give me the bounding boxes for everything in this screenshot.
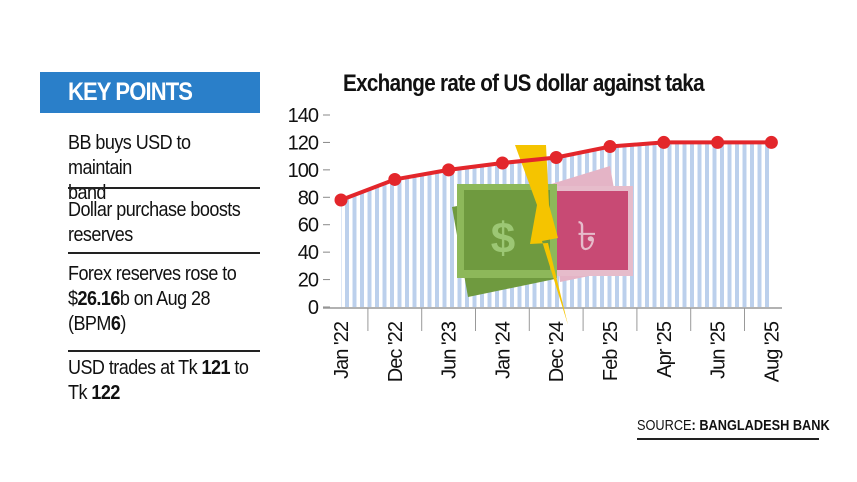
key-points-header: KEY POINTS [40, 72, 260, 113]
key-point-text: Forex reserves rose to [68, 263, 237, 285]
rate-low: 121 [201, 357, 231, 379]
x-tick-label: Jun '23 [439, 321, 461, 379]
key-point-2: Dollar purchase boosts reserves [68, 198, 253, 248]
text: b on Aug 28 [119, 288, 211, 310]
currency-illustration: ৳ $ [452, 145, 633, 325]
x-tick-label: Jan '22 [331, 321, 353, 379]
x-tick-label: Dec '22 [385, 321, 407, 382]
data-point [603, 140, 617, 154]
y-tick-label: 20 [298, 270, 319, 292]
data-point [334, 193, 348, 207]
text: 6 [110, 313, 121, 335]
divider [68, 252, 260, 254]
data-point [495, 156, 509, 170]
key-point-text: reserves [68, 224, 133, 246]
source-value: : BANGLADESH BANK [691, 417, 830, 434]
x-tick-label: Dec '24 [546, 321, 568, 382]
key-point-text: Dollar purchase boosts [68, 199, 241, 221]
chart-title: Exchange rate of US dollar against taka [343, 70, 705, 97]
x-tick-label: Aug '25 [761, 321, 783, 382]
source-label: SOURCE [637, 417, 692, 434]
text: Tk [68, 382, 92, 404]
data-point [388, 172, 402, 186]
text: $ [68, 288, 78, 310]
text: ) [120, 313, 126, 335]
y-tick-label: 60 [298, 215, 319, 237]
key-points-heading: KEY POINTS [68, 78, 193, 106]
taka-note-icon: ৳ [547, 166, 633, 282]
reserve-amount: 26.16 [77, 288, 120, 310]
data-point [442, 163, 456, 177]
y-tick-label: 120 [288, 132, 319, 154]
text: USD trades at Tk [68, 357, 202, 379]
rate-high: 122 [91, 382, 120, 404]
key-point-text: BB buys USD to maintain [68, 132, 191, 179]
x-tick-label: Apr '25 [654, 321, 676, 378]
data-point [549, 151, 563, 165]
y-tick-label: 140 [288, 105, 319, 127]
x-tick-label: Jan '24 [492, 321, 514, 379]
y-tick-label: 40 [298, 242, 319, 264]
x-tick-label: Feb '25 [600, 321, 622, 381]
key-point-3: Forex reserves rose to $26.16b on Aug 28… [68, 262, 253, 337]
svg-text:$: $ [491, 214, 515, 263]
divider [68, 350, 260, 352]
source-credit: SOURCE: BANGLADESH BANK [637, 417, 830, 434]
lightning-icon [515, 145, 568, 325]
source-underline [637, 438, 819, 440]
data-point [764, 135, 778, 149]
divider [68, 187, 260, 189]
text: to [229, 357, 249, 379]
data-point [657, 135, 671, 149]
x-tick-label: Jun '25 [708, 321, 730, 379]
svg-text:৳: ৳ [577, 214, 597, 260]
key-point-4: USD trades at Tk 121 to Tk 122 [68, 356, 253, 406]
y-tick-label: 0 [308, 297, 319, 319]
y-tick-label: 100 [288, 160, 319, 182]
y-tick-label: 80 [298, 187, 319, 209]
data-point [711, 135, 725, 149]
text: (BPM [68, 313, 111, 335]
